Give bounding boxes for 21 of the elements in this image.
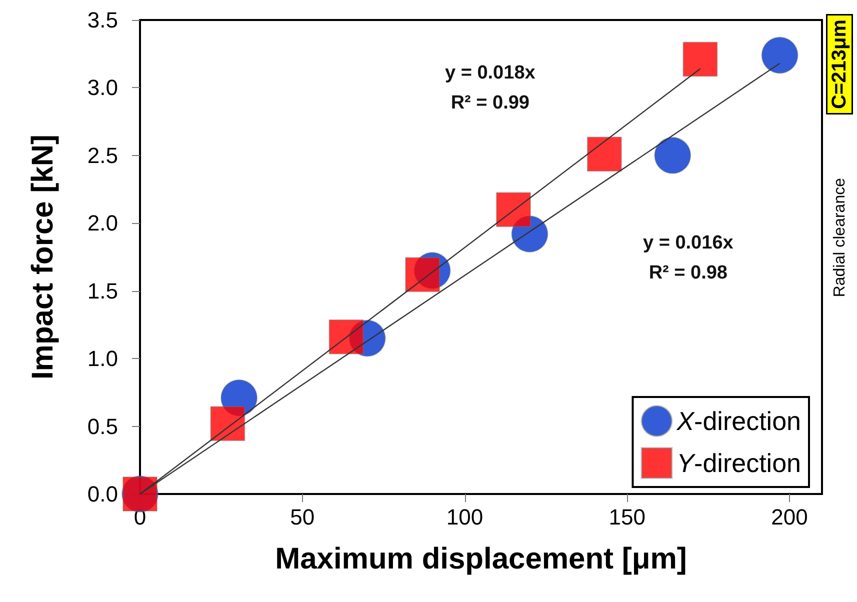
legend-label: X-direction (676, 406, 802, 436)
text: Radial clearance (832, 178, 848, 298)
legend-label: Y-direction (676, 448, 802, 478)
y-tick-label: 2.0 (87, 210, 118, 236)
x-tick-label: 200 (771, 504, 808, 530)
text: C=213μm (828, 19, 850, 110)
y-tick-label: 1.0 (87, 346, 118, 372)
x-axis-title: Maximum displacement [μm] (275, 542, 687, 576)
x-tick-label: 50 (290, 504, 315, 530)
x-tick-label: 0 (134, 504, 146, 530)
x-tick-label: 100 (446, 504, 484, 530)
y-tick-label: 1.5 (87, 278, 118, 304)
y-tick-label: 3.0 (87, 75, 118, 100)
annotation: y = 0.018x R² = 0.99 (444, 62, 536, 114)
annotation: y = 0.016x R² = 0.98 (642, 232, 734, 284)
y-axis-title: Impact force [kN] (26, 134, 60, 380)
x-tick-label: 150 (608, 504, 646, 530)
y-tick-label: 0.5 (87, 414, 118, 439)
y-tick-label: 0.0 (87, 482, 118, 506)
y-tick-label: 3.5 (87, 8, 118, 32)
y-tick-label: 2.5 (87, 142, 118, 168)
